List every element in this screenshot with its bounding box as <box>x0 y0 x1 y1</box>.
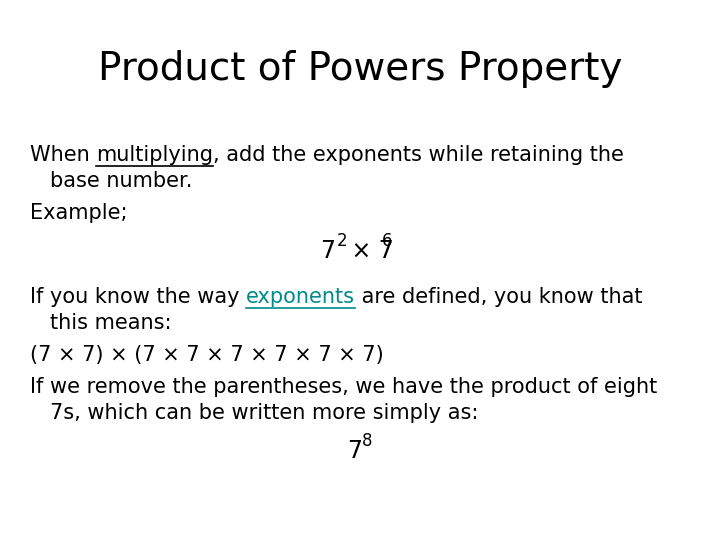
Text: (7 × 7) × (7 × 7 × 7 × 7 × 7 × 7): (7 × 7) × (7 × 7 × 7 × 7 × 7 × 7) <box>30 345 384 365</box>
Text: When: When <box>30 145 96 165</box>
Text: are defined, you know that: are defined, you know that <box>355 287 643 307</box>
Text: If we remove the parentheses, we have the product of eight: If we remove the parentheses, we have th… <box>30 377 657 397</box>
Text: , add the exponents while retaining the: , add the exponents while retaining the <box>213 145 624 165</box>
Text: 7s, which can be written more simply as:: 7s, which can be written more simply as: <box>50 403 478 423</box>
Text: 6: 6 <box>382 232 392 250</box>
Text: If you know the way: If you know the way <box>30 287 246 307</box>
Text: exponents: exponents <box>246 287 355 307</box>
Text: Example;: Example; <box>30 203 127 223</box>
Text: 2: 2 <box>337 232 348 250</box>
Text: × 7: × 7 <box>344 239 394 263</box>
Text: Product of Powers Property: Product of Powers Property <box>98 50 622 88</box>
Text: 8: 8 <box>362 432 372 450</box>
Text: 7: 7 <box>320 239 335 263</box>
Text: multiplying: multiplying <box>96 145 213 165</box>
Text: 7: 7 <box>347 439 362 463</box>
Text: base number.: base number. <box>50 171 192 191</box>
Text: this means:: this means: <box>50 313 171 333</box>
